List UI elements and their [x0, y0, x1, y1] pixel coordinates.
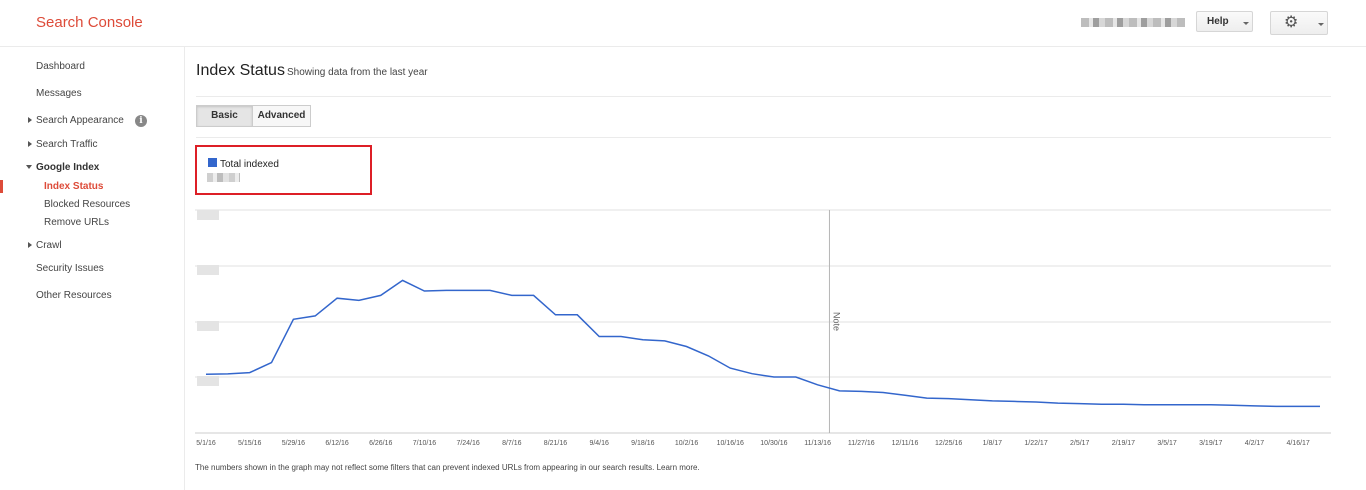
sidebar-item-index-status[interactable]: Index Status	[44, 181, 104, 192]
x-tick-label: 2/5/17	[1070, 440, 1090, 447]
x-tick-label: 1/8/17	[983, 440, 1003, 447]
sidebar-item-remove-urls[interactable]: Remove URLs	[44, 217, 110, 228]
x-tick-label: 7/24/16	[456, 440, 479, 447]
user-account-redacted[interactable]	[1081, 18, 1185, 27]
info-icon[interactable]: i	[135, 115, 147, 127]
sidebar-item-search-traffic[interactable]: Search Traffic	[36, 139, 98, 150]
x-tick-label: 6/26/16	[369, 440, 392, 447]
x-tick-label: 10/2/16	[675, 440, 698, 447]
series-line	[205, 279, 1320, 408]
sidebar-item-dashboard[interactable]: Dashboard	[36, 61, 85, 72]
sidebar-item-blocked-resources[interactable]: Blocked Resources	[44, 199, 131, 210]
x-tick-label: 8/7/16	[502, 440, 522, 447]
x-tick-label: 7/10/16	[413, 440, 436, 447]
y-tick-label-redacted	[197, 265, 219, 275]
gear-icon: ⚙	[1284, 14, 1299, 31]
chevron-down-icon	[1318, 23, 1324, 26]
settings-button[interactable]: ⚙	[1270, 11, 1328, 35]
x-tick-label: 12/25/16	[935, 440, 962, 447]
divider	[196, 96, 1331, 97]
sidebar-item-messages[interactable]: Messages	[36, 88, 82, 99]
x-tick-label: 9/4/16	[589, 440, 609, 447]
page-subtitle: Showing data from the last year	[287, 67, 428, 78]
x-tick-label: 2/19/17	[1112, 440, 1135, 447]
x-tick-label: 3/5/17	[1157, 440, 1177, 447]
legend-swatch	[208, 158, 217, 167]
x-tick-label: 5/29/16	[282, 440, 305, 447]
x-tick-label: 4/16/17	[1286, 440, 1309, 447]
legend-highlight-box	[195, 145, 372, 195]
help-button[interactable]: Help	[1196, 11, 1253, 32]
y-tick-label-redacted	[197, 321, 219, 331]
x-tick-label: 10/30/16	[760, 440, 787, 447]
legend-label[interactable]: Total indexed	[220, 159, 279, 170]
sidebar-item-google-index[interactable]: Google Index	[36, 162, 100, 173]
tab-advanced[interactable]: Advanced	[252, 105, 311, 127]
x-tick-label: 6/12/16	[325, 440, 348, 447]
x-tick-label: 12/11/16	[892, 440, 919, 447]
page-title: Index Status	[196, 62, 285, 79]
x-tick-label: 11/13/16	[804, 440, 831, 447]
x-tick-label: 3/19/17	[1199, 440, 1222, 447]
index-status-chart[interactable]: Note 5/1/16 5/15/16 5/29/16 6/12/16 6/26/16 7/…	[0, 0, 1366, 460]
sidebar-item-crawl[interactable]: Crawl	[36, 240, 62, 251]
annotation-label: Note	[831, 312, 841, 331]
y-tick-label-redacted	[197, 376, 219, 386]
x-tick-label: 1/22/17	[1024, 440, 1047, 447]
chevron-down-icon	[1243, 22, 1249, 25]
sidebar	[0, 47, 185, 490]
x-tick-label: 4/2/17	[1245, 440, 1265, 447]
help-label: Help	[1207, 16, 1229, 27]
sidebar-item-security-issues[interactable]: Security Issues	[36, 263, 104, 274]
expand-arrow-icon[interactable]	[28, 117, 32, 123]
x-tick-label: 10/16/16	[717, 440, 744, 447]
divider	[196, 137, 1331, 138]
sidebar-item-other-resources[interactable]: Other Resources	[36, 290, 112, 301]
top-bar: Search Console Help ⚙	[0, 0, 1366, 47]
x-tick-label: 11/27/16	[848, 440, 875, 447]
legend-value-redacted	[207, 173, 240, 182]
x-tick-label: 8/21/16	[544, 440, 567, 447]
active-indicator	[0, 180, 3, 193]
app-title[interactable]: Search Console	[36, 14, 143, 31]
x-tick-label: 5/15/16	[238, 440, 261, 447]
footer-note: The numbers shown in the graph may not r…	[195, 463, 700, 472]
expand-arrow-icon[interactable]	[28, 141, 32, 147]
x-tick-label: 9/18/16	[631, 440, 654, 447]
y-tick-label-redacted	[197, 210, 219, 220]
collapse-arrow-icon[interactable]	[26, 165, 32, 169]
expand-arrow-icon[interactable]	[28, 242, 32, 248]
sidebar-item-search-appearance[interactable]: Search Appearance	[36, 115, 124, 126]
x-tick-label: 5/1/16	[196, 440, 216, 447]
